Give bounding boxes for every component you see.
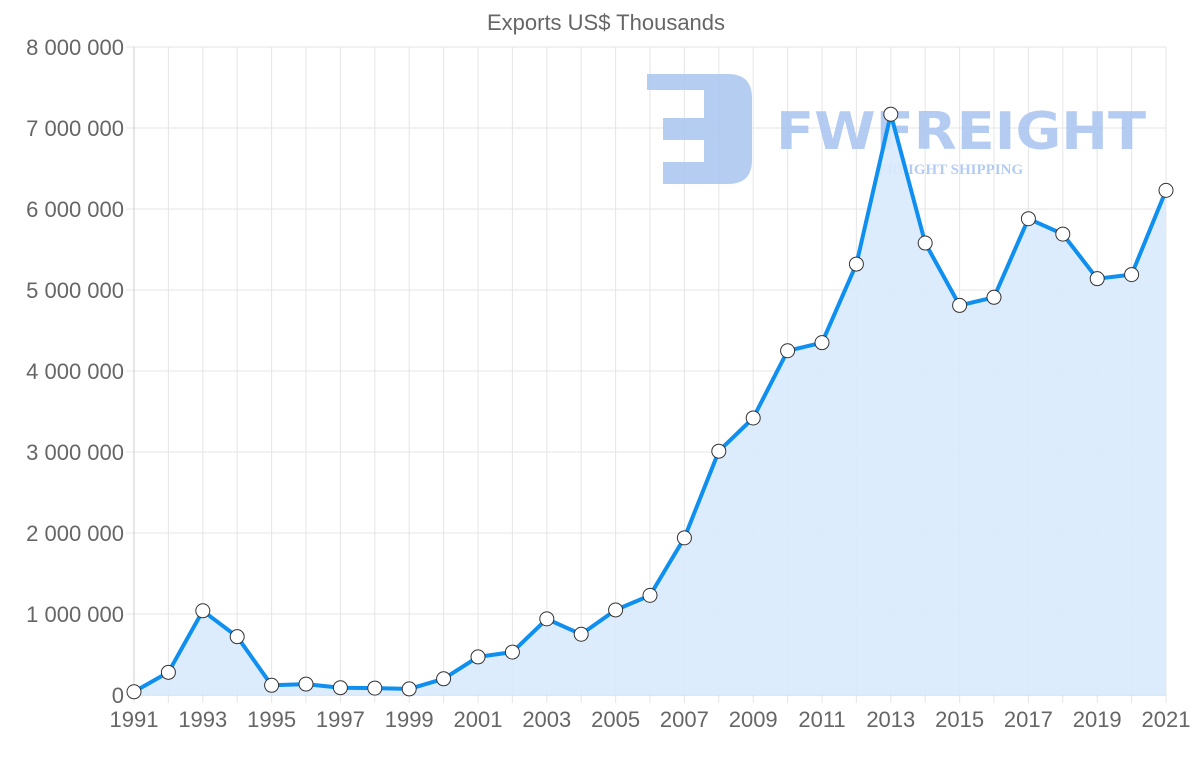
y-axis: 0 1 000 000 2 000 000 3 000 000 4 000 000 5 0… xyxy=(26,35,124,708)
data-point xyxy=(126,684,142,700)
x-tick-label: 2017 xyxy=(1004,707,1053,732)
y-tick-label: 5 000 000 xyxy=(26,278,124,303)
x-tick-label: 2011 xyxy=(798,707,845,732)
y-tick-label: 0 xyxy=(112,683,124,708)
watermark-brand: FWFREIGHT xyxy=(776,102,1147,162)
data-point xyxy=(814,335,830,351)
x-tick-label: 2013 xyxy=(866,707,915,732)
x-tick-label: 1993 xyxy=(178,707,227,732)
data-point xyxy=(917,235,933,251)
x-tick-label: 2007 xyxy=(660,707,709,732)
chart-title: Exports US$ Thousands xyxy=(487,10,725,35)
data-point xyxy=(367,680,383,696)
x-tick-label: 2009 xyxy=(729,707,778,732)
data-point xyxy=(711,443,727,459)
data-point xyxy=(539,611,555,627)
y-tick-label: 6 000 000 xyxy=(26,197,124,222)
watermark-tagline: FREIGHT SHIPPING xyxy=(878,162,1023,178)
data-point xyxy=(1055,226,1071,242)
data-point xyxy=(1124,267,1140,283)
fwfreight-logo-mark-icon xyxy=(647,74,752,184)
x-tick-label: 2005 xyxy=(591,707,640,732)
data-point xyxy=(229,629,245,645)
data-point xyxy=(986,289,1002,305)
x-tick-label: 2019 xyxy=(1073,707,1122,732)
y-tick-label: 4 000 000 xyxy=(26,359,124,384)
data-point xyxy=(573,626,589,642)
data-point xyxy=(642,587,658,603)
series-exports xyxy=(126,106,1174,700)
x-tick-label: 1991 xyxy=(110,707,159,732)
data-point xyxy=(470,649,486,665)
x-tick-label: 2021 xyxy=(1142,707,1191,732)
data-point xyxy=(332,680,348,696)
data-point xyxy=(1089,271,1105,287)
data-point xyxy=(1158,182,1174,198)
x-tick-label: 1997 xyxy=(316,707,365,732)
data-point xyxy=(780,343,796,359)
y-tick-label: 2 000 000 xyxy=(26,521,124,546)
x-tick-label: 1999 xyxy=(385,707,434,732)
data-point xyxy=(195,603,211,619)
y-tick-label: 3 000 000 xyxy=(26,440,124,465)
data-point xyxy=(952,297,968,313)
data-point xyxy=(504,644,520,660)
y-tick-label: 1 000 000 xyxy=(26,602,124,627)
data-point xyxy=(676,530,692,546)
data-point xyxy=(401,681,417,697)
data-point xyxy=(848,256,864,272)
series-area xyxy=(134,114,1166,695)
data-point xyxy=(745,410,761,426)
y-tick-label: 7 000 000 xyxy=(26,116,124,141)
x-axis: 1991 1993 1995 1997 1999 2001 2003 2005 2007 2009… xyxy=(110,707,1191,732)
y-tick-label: 8 000 000 xyxy=(26,35,124,60)
x-tick-label: 2015 xyxy=(935,707,984,732)
data-point xyxy=(298,676,314,692)
x-tick-label: 2001 xyxy=(454,707,503,732)
data-point xyxy=(883,106,899,122)
x-tick-label: 1995 xyxy=(247,707,296,732)
data-point xyxy=(1020,211,1036,227)
fwfreight-watermark-logo: FWFREIGHT FREIGHT SHIPPING xyxy=(647,74,1147,184)
x-tick-label: 2003 xyxy=(522,707,571,732)
data-point xyxy=(264,677,280,693)
data-point xyxy=(160,664,176,680)
data-point xyxy=(608,602,624,618)
data-point xyxy=(436,671,452,687)
